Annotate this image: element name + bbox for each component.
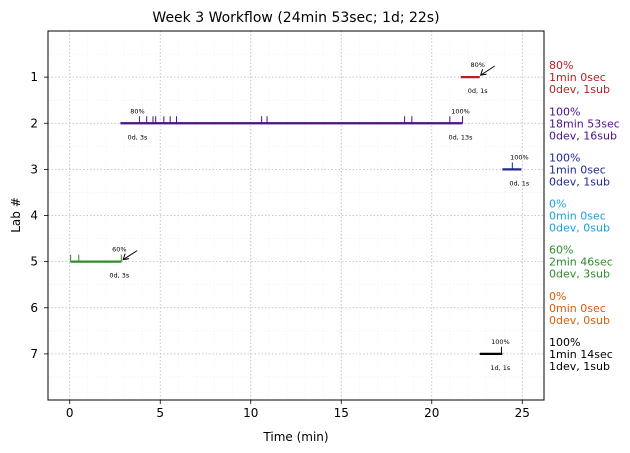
lab-5-percent-label: 60% (112, 246, 126, 254)
lab-2-percent-label: 80% (130, 107, 144, 115)
y-tick-label: 6 (30, 301, 38, 315)
lab-6-summary-line: 0min 0sec (549, 302, 606, 315)
y-tick-label: 2 (30, 116, 38, 130)
lab-5-arrow-head-icon (122, 253, 130, 261)
x-tick-label: 25 (515, 406, 530, 420)
x-tick-label: 5 (156, 406, 164, 420)
lab-6-summary-line: 0dev, 0sub (549, 314, 610, 327)
lab-3-summary-line: 100% (549, 151, 580, 164)
y-tick-label: 3 (30, 162, 38, 176)
lab-4-summary-line: 0min 0sec (549, 210, 606, 223)
lab-7-summary-line: 100% (549, 336, 580, 349)
axes: 0 5 10 15 20 25 1 2 3 4 5 6 7 (30, 70, 530, 420)
y-tick-label: 1 (30, 70, 38, 84)
lab-2-summary-line: 18min 53sec (549, 117, 620, 130)
x-tick-label: 20 (424, 406, 439, 420)
lab-1-summary-line: 0dev, 1sub (549, 83, 610, 96)
lab-7-summary-line: 1min 14sec (549, 348, 613, 361)
lab-1-submission-label: 0d, 1s (468, 87, 489, 95)
lab-1-arrow-icon (480, 65, 495, 76)
lab-1-percent-label: 80% (471, 61, 485, 69)
x-tick-label: 10 (243, 406, 258, 420)
lab-2-summary-line: 100% (549, 105, 580, 118)
chart-title: Week 3 Workflow (24min 53sec; 1d; 22s) (152, 10, 439, 26)
lab-3-percent-label: 100% (510, 153, 529, 161)
lab-7-submission-label: 1d, 1s (490, 364, 511, 372)
lab-1-summary-line: 1min 0sec (549, 71, 606, 84)
y-tick-label: 5 (30, 255, 38, 269)
lab-3-summary-line: 1min 0sec (549, 163, 606, 176)
y-axis-label: Lab # (9, 197, 23, 233)
lab-5-summary-line: 60% (549, 244, 573, 257)
data-marks: 80% 0d, 1s 80% 0d, 3s 100% 0d, 13s 100% 0d, 1s 6… (70, 61, 530, 372)
lab-3-submission-label: 0d, 1s (509, 179, 530, 187)
lab-5-summary-line: 2min 46sec (549, 256, 613, 269)
lab-1-summary-line: 80% (549, 59, 573, 72)
lab-2-percent-label: 100% (451, 107, 470, 115)
x-tick-label: 0 (66, 406, 74, 420)
lab-4-summary-line: 0% (549, 198, 566, 211)
lab-2-submission-label: 0d, 3s (127, 133, 148, 141)
lab-2-submission-label: 0d, 13s (449, 133, 474, 141)
lab-4-summary-line: 0dev, 0sub (549, 222, 610, 235)
lab-7-summary-line: 1dev, 1sub (549, 360, 610, 373)
x-tick-label: 15 (334, 406, 349, 420)
lab-7-percent-label: 100% (491, 338, 510, 346)
lab-6-summary-line: 0% (549, 290, 566, 303)
y-tick-label: 4 (30, 209, 38, 223)
lab-1-arrow-head-icon (479, 68, 487, 76)
lab-5-submission-label: 0d, 3s (109, 272, 130, 280)
lab-2-summary-line: 0dev, 16sub (549, 129, 617, 142)
y-tick-label: 7 (30, 347, 38, 361)
x-axis-label: Time (min) (262, 430, 328, 444)
lab-5-arrow-icon (122, 250, 138, 261)
lab-3-summary-line: 0dev, 1sub (549, 175, 610, 188)
lab-5-summary-line: 0dev, 3sub (549, 268, 610, 281)
